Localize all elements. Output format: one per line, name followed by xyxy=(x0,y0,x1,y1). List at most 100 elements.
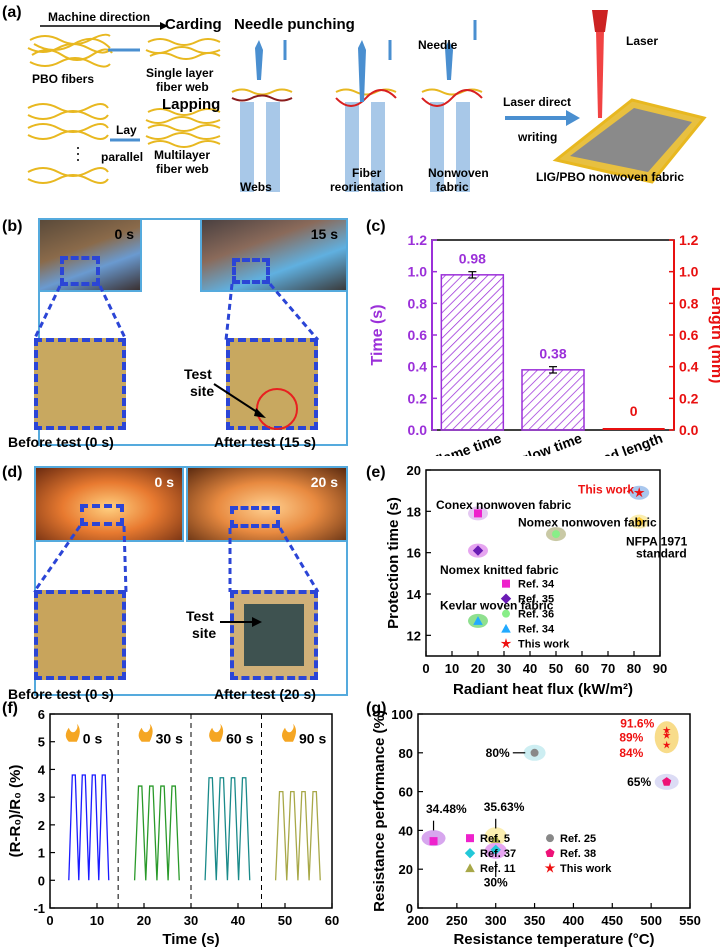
label-lig-pbo: LIG/PBO nonwoven fabric xyxy=(536,170,685,184)
ytick-label-left-c: 0.0 xyxy=(408,422,428,438)
legend-marker-e xyxy=(502,609,510,618)
xtick-label-e: 40 xyxy=(523,661,537,676)
legend-label-g: This work xyxy=(560,863,612,875)
label-lapping: Lapping xyxy=(162,96,221,113)
ylabel-right-c: Length (mm) xyxy=(708,287,720,384)
legend-marker-g xyxy=(464,847,476,859)
sample-before-b xyxy=(34,338,126,430)
sample-after-d xyxy=(230,590,318,680)
legend-marker-e xyxy=(500,638,512,649)
point-marker-g xyxy=(530,748,539,757)
series-label-f: 0 s xyxy=(83,731,103,747)
xtick-label-f: 0 xyxy=(46,913,53,928)
point-label-g: 30% xyxy=(484,876,508,890)
point-label-g: 35.63% xyxy=(484,800,525,814)
xtick-label-e: 20 xyxy=(471,661,485,676)
ytick-label-g: 0 xyxy=(406,901,413,916)
xtick-label-e: 60 xyxy=(575,661,589,676)
label-laser: Laser xyxy=(626,34,659,48)
point-label-g: 89% xyxy=(619,730,643,744)
point-label-e: standard xyxy=(636,547,687,561)
bar-c xyxy=(602,428,665,430)
fiber-web-multilayer xyxy=(145,108,221,148)
label-reorientation: reorientation xyxy=(330,180,404,194)
needle-station-nonwoven xyxy=(421,20,483,192)
legend-marker-g xyxy=(546,834,554,843)
zoom-box-0s-d xyxy=(80,504,124,526)
ytick-label-f: 1 xyxy=(38,846,45,861)
point-label-g: 80% xyxy=(486,746,510,760)
ytick-label-left-c: 0.4 xyxy=(408,359,428,375)
chart-g: 200 250 300 350 400 450 500 550020406080100Resi… xyxy=(371,707,701,948)
xtick-label-f: 40 xyxy=(231,913,245,928)
legend-label-e: Ref. 34 xyxy=(518,579,555,591)
point-marker-e xyxy=(473,616,483,625)
ytick-label-f: 2 xyxy=(38,818,45,833)
bar-c xyxy=(440,274,505,431)
chart-c: 0.0 0.0 0.2 0.2 0.4 0.4 0.6 0.6 0.8 0.8 1.0 1.0 1.2 1… xyxy=(369,232,720,456)
point-label-e: Kevlar woven fabric xyxy=(440,598,554,612)
point-label-g: 34.48% xyxy=(426,802,467,816)
flame-icon xyxy=(209,723,224,742)
xlabel-f: Time (s) xyxy=(162,931,219,948)
plot-frame-g xyxy=(417,713,691,909)
plot-frame-e xyxy=(425,469,661,657)
xtick-label-g: 400 xyxy=(563,913,585,928)
label-carding: Carding xyxy=(165,16,222,33)
xtick-label-g: 200 xyxy=(407,913,429,928)
photo-furnace-20s: 20 s xyxy=(186,466,348,542)
point-marker-g xyxy=(662,731,671,739)
test-site-label-b: Test xyxy=(184,366,212,382)
legend-marker-g xyxy=(466,834,474,843)
ytick-label-right-c: 0.6 xyxy=(679,327,699,343)
charred-area-d xyxy=(244,604,304,666)
legend-label-g: Ref. 37 xyxy=(480,848,516,860)
series-label-f: 30 s xyxy=(156,731,183,747)
panel-d-letter: (d) xyxy=(2,464,23,481)
ytick-label-right-c: 1.2 xyxy=(679,232,699,248)
label-webs: Webs xyxy=(240,180,272,194)
caption-before-b: Before test (0 s) xyxy=(8,434,114,450)
caption-after-b: After test (15 s) xyxy=(214,434,316,450)
legend-marker-g xyxy=(465,863,475,873)
photo-flame-15s: 15 s xyxy=(200,218,348,292)
legend-marker-e xyxy=(502,579,510,588)
ytick-label-right-c: 0.4 xyxy=(679,359,699,375)
fiber-web-single xyxy=(145,38,221,60)
xtick-label-e: 50 xyxy=(549,661,563,676)
zoom-box-15s-b xyxy=(232,258,270,284)
label-pbo-fibers: PBO fibers xyxy=(32,72,95,86)
series-line-f xyxy=(274,790,321,881)
ytick-label-right-c: 0.8 xyxy=(679,295,699,311)
test-site-label-d: Test xyxy=(186,608,214,624)
xlabel-e: Radiant heat flux (kW/m²) xyxy=(453,681,633,698)
ytick-label-left-c: 0.6 xyxy=(408,327,428,343)
ytick-label-g: 100 xyxy=(391,707,413,722)
label-single-layer: Single layer xyxy=(146,66,214,80)
xtick-label-e: 70 xyxy=(601,661,615,676)
ytick-label-right-c: 1.0 xyxy=(679,264,699,280)
lig-fabric xyxy=(552,10,707,184)
panel-g-letter: (g) xyxy=(366,700,387,717)
label-machine-direction: Machine direction xyxy=(48,10,151,24)
ytick-label-f: 5 xyxy=(38,735,45,750)
ytick-label-e: 18 xyxy=(407,504,421,519)
xtick-label-g: 250 xyxy=(446,913,468,928)
point-marker-g xyxy=(662,726,671,734)
label-nonwoven-fabric: fabric xyxy=(436,180,469,194)
point-label-e: NFPA 1971 xyxy=(626,534,688,548)
legend-label-g: Ref. 11 xyxy=(480,863,515,875)
xtick-label-g: 450 xyxy=(601,913,623,928)
xtick-label-g: 550 xyxy=(679,913,701,928)
point-marker-e xyxy=(634,516,644,526)
series-label-f: 60 s xyxy=(226,731,253,747)
series-label-f: 90 s xyxy=(299,731,326,747)
label-needle: Needle xyxy=(418,38,458,52)
panel-f-letter: (f) xyxy=(2,700,18,717)
legend-label-e: Ref. 34 xyxy=(518,624,555,636)
ytick-label-f: 6 xyxy=(38,707,45,722)
label-parallel: parallel xyxy=(101,150,144,164)
legend-label-g: Ref. 38 xyxy=(560,848,596,860)
ytick-label-g: 40 xyxy=(399,823,413,838)
legend-label-g: Ref. 5 xyxy=(480,833,510,845)
